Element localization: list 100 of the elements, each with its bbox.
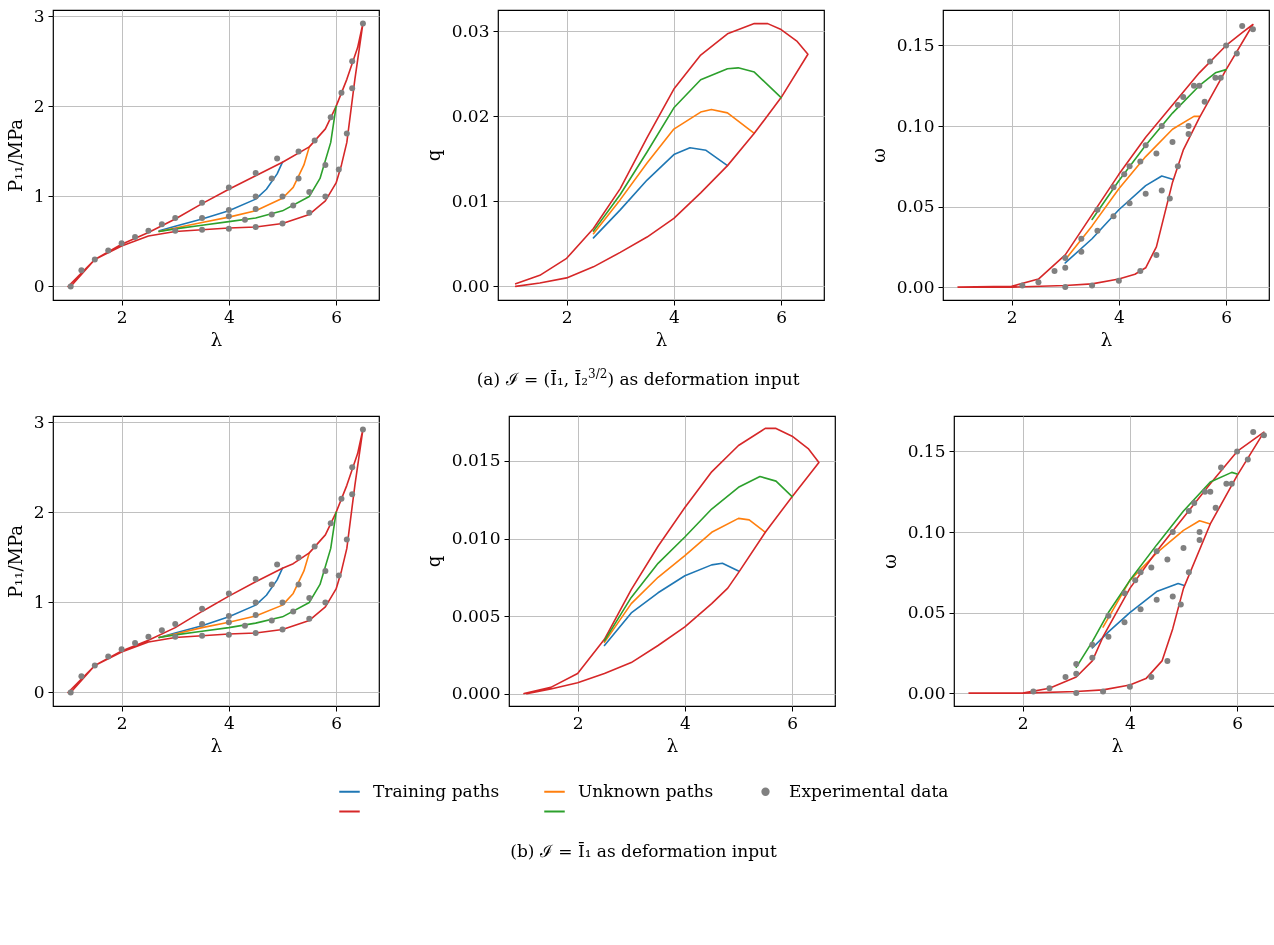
point <box>225 184 232 191</box>
line-series <box>603 475 793 642</box>
line-series <box>957 23 1254 288</box>
point <box>1174 163 1181 170</box>
point <box>1185 508 1192 515</box>
x-tick-label: 6 <box>1221 306 1233 327</box>
x-tick-label: 6 <box>776 306 788 327</box>
point <box>295 175 302 182</box>
point <box>1244 456 1251 463</box>
point <box>1126 163 1133 170</box>
point <box>1035 279 1042 286</box>
x-tick-label: 2 <box>116 306 128 327</box>
point <box>172 621 179 628</box>
y-tick-label: 0.05 <box>907 602 946 623</box>
x-tick-label: 2 <box>116 712 128 733</box>
point <box>1078 235 1085 242</box>
point <box>78 267 85 274</box>
y-tick-label: 2 <box>33 501 45 522</box>
point <box>241 622 248 629</box>
x-tick-label: 4 <box>223 712 235 733</box>
point <box>279 220 286 227</box>
point <box>225 612 232 619</box>
point <box>1233 50 1240 57</box>
y-tick-label: 1 <box>33 591 45 612</box>
point <box>1158 187 1165 194</box>
point <box>1110 213 1117 220</box>
point <box>1089 641 1096 648</box>
point <box>1142 190 1149 197</box>
point <box>1030 688 1037 695</box>
point <box>1078 248 1085 255</box>
y-tick-label: 0.02 <box>451 105 490 126</box>
point <box>322 161 329 168</box>
point <box>1217 74 1224 81</box>
point <box>158 221 165 228</box>
point <box>1249 26 1256 33</box>
point <box>225 225 232 232</box>
point <box>279 193 286 200</box>
line-series <box>1102 519 1212 628</box>
point <box>105 247 112 254</box>
point <box>225 590 232 597</box>
x-tick-label: 4 <box>668 306 680 327</box>
point <box>91 662 98 669</box>
point <box>306 209 313 216</box>
point <box>295 554 302 561</box>
point <box>338 495 345 502</box>
y-tick-label: 0.00 <box>896 276 935 297</box>
y-tick-label: 2 <box>33 95 45 116</box>
y-tick-label: 0.03 <box>451 20 490 41</box>
point <box>322 567 329 574</box>
point <box>1185 123 1192 129</box>
x-tick-label: 6 <box>787 712 799 733</box>
point <box>225 619 232 626</box>
point <box>1132 577 1139 584</box>
point <box>1223 42 1230 49</box>
point <box>1169 139 1176 146</box>
point <box>295 581 302 588</box>
y-tick-label: 0.15 <box>907 440 946 461</box>
point <box>274 561 281 568</box>
x-tick-label: 2 <box>561 306 573 327</box>
point <box>118 646 125 653</box>
point <box>1110 184 1117 191</box>
point <box>1137 158 1144 165</box>
point <box>1062 284 1069 291</box>
point <box>322 193 329 200</box>
text: (b) ℐ = Ī₁ as deformation input <box>510 841 778 861</box>
y-tick-label: 0.01 <box>451 190 490 211</box>
point <box>1153 251 1160 258</box>
point <box>252 630 259 637</box>
point <box>118 240 125 247</box>
y-tick-label: 0 <box>33 681 45 702</box>
point <box>290 202 297 209</box>
point <box>349 58 356 65</box>
line-series <box>523 427 820 695</box>
point <box>1190 82 1197 89</box>
point <box>1121 590 1128 597</box>
line-series <box>158 511 337 639</box>
point <box>1121 171 1128 178</box>
x-tick-label: 4 <box>223 306 235 327</box>
y-tick-label: 3 <box>33 411 45 432</box>
point <box>1260 432 1267 439</box>
point <box>78 673 85 680</box>
point <box>1201 98 1208 105</box>
line-series <box>158 105 337 233</box>
x-tick-label: 4 <box>1124 712 1136 733</box>
point <box>1201 488 1208 495</box>
line-series <box>1091 582 1185 649</box>
point <box>225 206 232 213</box>
y-axis-title: P₁₁/MPa <box>4 524 26 599</box>
point <box>1153 548 1160 555</box>
point <box>295 148 302 155</box>
line-series <box>1091 68 1227 221</box>
point <box>225 213 232 220</box>
point <box>268 175 275 182</box>
point <box>274 155 281 162</box>
point <box>359 20 366 27</box>
y-axis-title: q <box>422 149 444 162</box>
point <box>335 166 342 173</box>
line-series <box>592 146 729 239</box>
point <box>252 170 259 177</box>
point <box>1100 688 1107 695</box>
